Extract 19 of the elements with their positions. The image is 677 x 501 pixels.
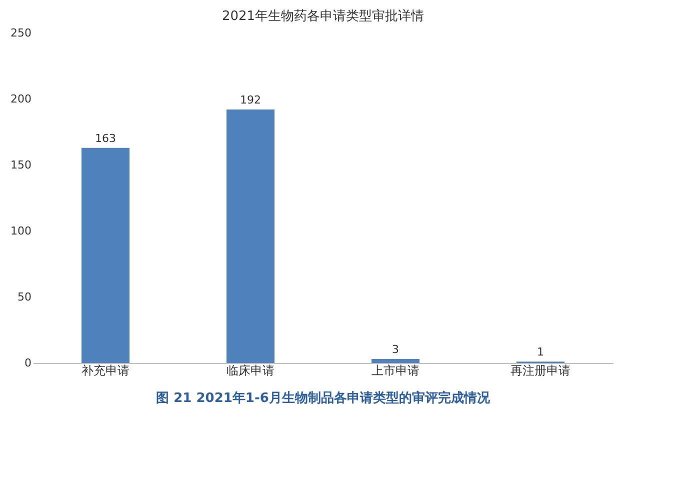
chart-title: 2021年生物药各申请类型审批详情 [222, 8, 424, 24]
x-tick-label: 补充申请 [82, 364, 130, 378]
y-tick-label: 200 [10, 92, 32, 106]
y-tick-label: 250 [10, 26, 32, 40]
data-label: 163 [95, 132, 116, 145]
y-tick-label: 50 [18, 290, 32, 304]
data-label: 192 [240, 94, 261, 107]
data-label: 3 [392, 343, 399, 356]
x-tick-label: 上市申请 [372, 364, 420, 378]
x-tick-label: 临床申请 [226, 364, 274, 378]
y-tick-label: 150 [10, 158, 32, 172]
bar [226, 110, 274, 363]
y-tick-label: 0 [24, 356, 32, 370]
x-tick-label: 再注册申请 [510, 364, 570, 378]
y-tick-label: 100 [10, 224, 32, 238]
bar [372, 359, 420, 363]
caption: 图 21 2021年1-6月生物制品各申请类型的审评完成情况 [156, 390, 491, 406]
bar [82, 148, 130, 363]
data-label: 1 [537, 346, 544, 359]
